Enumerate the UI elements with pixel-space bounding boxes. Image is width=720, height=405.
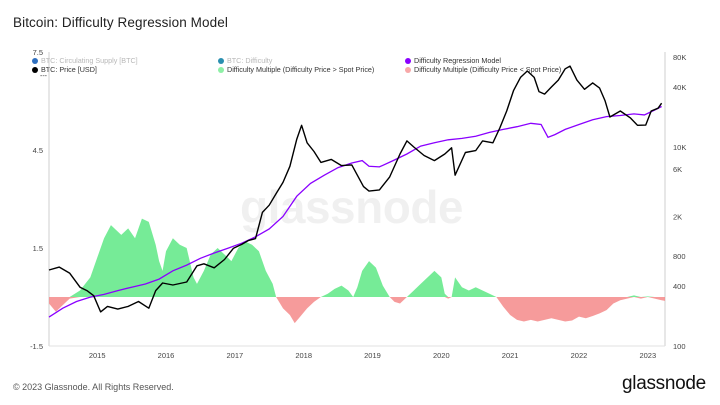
legend-dot-icon xyxy=(218,57,224,64)
x-axis-tick-label: 2017 xyxy=(226,351,243,360)
right-axis-tick-label: 100 xyxy=(673,342,686,351)
legend-label: Difficulty Multiple (Difficulty Price > … xyxy=(227,65,375,74)
legend-dot-icon xyxy=(405,57,411,64)
chart-title: Bitcoin: Difficulty Regression Model xyxy=(13,15,228,30)
legend-item-price[interactable]: BTC: Price [USD] xyxy=(32,65,97,74)
x-axis-tick-label: 2021 xyxy=(502,351,519,360)
price-line xyxy=(48,65,663,313)
left-axis-tick-label: 1.5 xyxy=(33,244,43,253)
legend-label: BTC: Price [USD] xyxy=(41,65,97,74)
regression-model-line xyxy=(48,105,662,318)
multiple-negative-area xyxy=(49,297,665,324)
right-axis-tick-label: 6K xyxy=(673,165,682,174)
legend-item-difficulty[interactable]: BTC: Difficulty xyxy=(218,56,272,65)
legend-item-circulating-supply[interactable]: BTC: Circulating Supply [BTC] xyxy=(32,56,138,65)
x-axis-tick-label: 2020 xyxy=(433,351,450,360)
legend-item-multiple-positive[interactable]: Difficulty Multiple (Difficulty Price > … xyxy=(218,65,374,74)
right-axis-tick-label: 40K xyxy=(673,83,686,92)
x-axis-tick-label: 2022 xyxy=(571,351,588,360)
legend-label: Difficulty Regression Model xyxy=(414,56,501,65)
multiple-positive-area xyxy=(49,218,665,297)
x-axis-tick-label: 2018 xyxy=(295,351,312,360)
legend-dot-icon xyxy=(32,66,38,73)
legend-dash: --- xyxy=(40,73,47,80)
right-axis-tick-label: 10K xyxy=(673,143,686,152)
brand-logo: glassnode xyxy=(622,373,706,394)
right-axis-tick-label: 2K xyxy=(673,213,682,222)
right-axis-tick-label: 80K xyxy=(673,53,686,62)
legend-item-multiple-negative[interactable]: Difficulty Multiple (Difficulty Price < … xyxy=(405,65,561,74)
legend-label: Difficulty Multiple (Difficulty Price < … xyxy=(414,65,562,74)
x-axis-tick-label: 2023 xyxy=(639,351,656,360)
legend-dot-icon xyxy=(218,66,224,73)
x-axis-tick-label: 2016 xyxy=(158,351,175,360)
left-axis-tick-label: 7.5 xyxy=(33,48,43,57)
legend-label: BTC: Circulating Supply [BTC] xyxy=(41,56,138,65)
left-axis-tick-label: -1.5 xyxy=(30,342,43,351)
legend-item-regression-model[interactable]: Difficulty Regression Model xyxy=(405,56,501,65)
right-axis-tick-label: 800 xyxy=(673,252,686,261)
legend-label: BTC: Difficulty xyxy=(227,56,273,65)
x-axis-tick-label: 2019 xyxy=(364,351,381,360)
legend-dot-icon xyxy=(32,57,38,64)
x-axis-tick-label: 2015 xyxy=(89,351,106,360)
right-axis-tick-label: 400 xyxy=(673,282,686,291)
chart-area: 7.5 4.5 1.5 -1.5 80K 40K 10K 6K 2K 800 400 100 2015 2… xyxy=(30,48,686,360)
legend-dot-icon xyxy=(405,66,411,73)
chart-svg: 7.5 4.5 1.5 -1.5 80K 40K 10K 6K 2K 800 400 100 2015 2… xyxy=(30,48,686,360)
left-axis-tick-label: 4.5 xyxy=(33,146,43,155)
copyright-text: © 2023 Glassnode. All Rights Reserved. xyxy=(13,382,174,392)
